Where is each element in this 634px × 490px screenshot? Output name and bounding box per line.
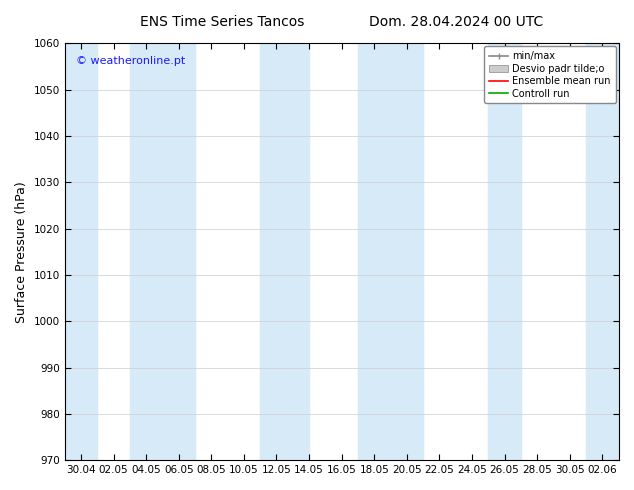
Bar [65,44,97,460]
Text: ENS Time Series Tancos: ENS Time Series Tancos [139,15,304,29]
Text: Dom. 28.04.2024 00 UTC: Dom. 28.04.2024 00 UTC [370,15,543,29]
Bar [488,44,521,460]
Text: © weatheronline.pt: © weatheronline.pt [75,56,185,66]
Y-axis label: Surface Pressure (hPa): Surface Pressure (hPa) [15,181,28,323]
Bar [130,44,195,460]
Bar [260,44,309,460]
Legend: min/max, Desvio padr tilde;o, Ensemble mean run, Controll run: min/max, Desvio padr tilde;o, Ensemble m… [484,47,616,103]
Bar [586,44,619,460]
Bar [358,44,423,460]
